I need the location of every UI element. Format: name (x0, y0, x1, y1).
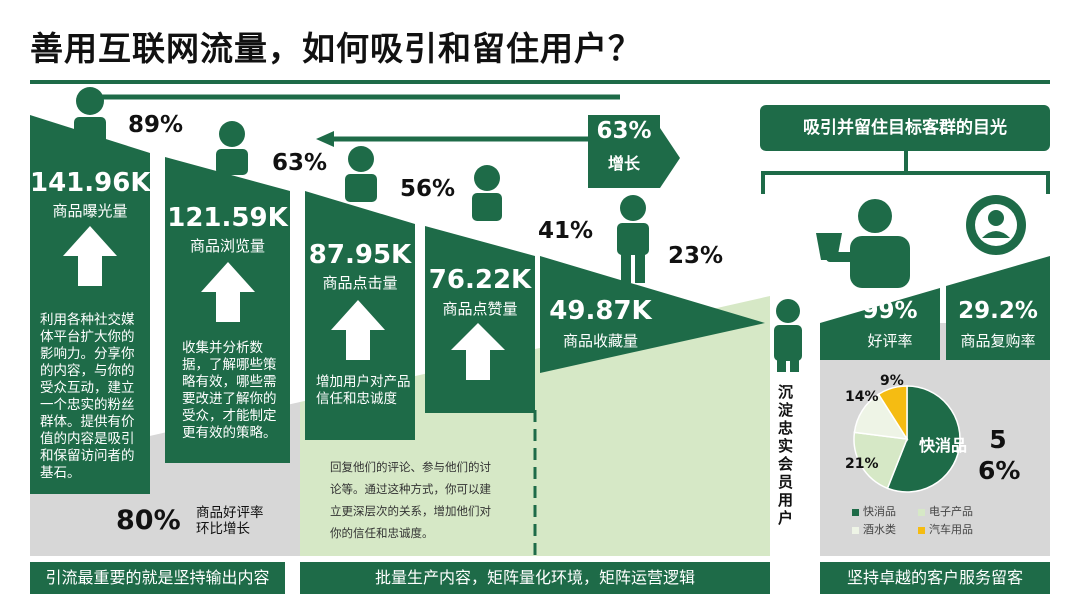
favorite-label: 商品收藏量 (562, 332, 638, 350)
exposure-value: 141.96K (30, 168, 151, 198)
banner-3 (820, 562, 1050, 594)
goal-title: 吸引并留住目标客群的目光 (803, 118, 1007, 138)
pie-highlight-value: 56% (978, 425, 1021, 485)
banner-3-text: 坚持卓越的客户服务留客 (846, 568, 1023, 587)
middle-desc: 回复他们的评论、参与他们的讨论等。通过这种方式，你可以建立更深层次的关系，增加他… (330, 460, 491, 540)
like-label: 商品点赞量 (442, 300, 518, 318)
funnel-column-5 (540, 256, 765, 373)
click-value: 87.95K (308, 240, 412, 270)
pie-label-1: 21% (845, 456, 879, 472)
loyal-user-label: 沉淀忠实会员用户 (778, 383, 794, 527)
rate-5: 23% (668, 243, 724, 269)
service-person-icon (816, 199, 910, 288)
review-growth-label: 商品好评率 环比增长 (196, 505, 264, 537)
growth-value: 63% (596, 118, 652, 144)
view-label: 商品浏览量 (189, 237, 265, 255)
repurchase-label: 商品复购率 (960, 332, 1036, 350)
pie-label-3: 9% (880, 373, 904, 389)
legend-item-0: 快消品 (852, 503, 896, 519)
growth-arrow-head (316, 131, 334, 147)
person-icon-3 (345, 146, 377, 202)
person-icon-5 (617, 195, 649, 283)
review-growth-value: 80% (116, 505, 181, 536)
growth-label: 增长 (607, 154, 640, 173)
up-arrow-2 (201, 262, 255, 322)
middle-area (300, 296, 770, 556)
banner-1-text: 引流最重要的就是坚持输出内容 (45, 568, 270, 587)
goal-bracket (761, 171, 1050, 194)
like-value: 76.22K (428, 265, 532, 295)
rate-2: 63% (272, 150, 328, 176)
repurchase-value: 29.2% (958, 298, 1038, 324)
view-desc: 收集并分析数据，了解哪些策略有效，哪些需要改进了解你的受众，才能制定更有效的策略… (182, 340, 277, 441)
person-icon-2 (216, 121, 248, 175)
banner-1 (30, 562, 285, 594)
page-title: 善用互联网流量，如何吸引和留住用户？ (30, 29, 642, 68)
title-divider (30, 80, 1050, 84)
up-arrow-1 (63, 226, 117, 286)
legend-item-3: 汽车用品 (918, 521, 973, 537)
goal-column-1 (820, 288, 940, 360)
rate-4: 41% (538, 218, 594, 244)
legend-item-1: 电子产品 (918, 503, 973, 519)
banner-2 (300, 562, 770, 594)
exposure-label: 商品曝光量 (52, 202, 128, 220)
pie-label-2: 14% (845, 389, 879, 405)
exposure-desc: 利用各种社交媒体平台扩大你的影响力。分享你的内容，与你的受众互动，建立一个忠实的… (40, 312, 135, 481)
rate-1: 89% (128, 112, 184, 138)
funnel-column-4 (425, 226, 535, 413)
banner-2-text: 批量生产内容，矩阵量化环境，矩阵运营逻辑 (374, 568, 695, 587)
goal-column-2 (946, 256, 1050, 360)
favorite-value: 49.87K (549, 296, 652, 326)
growth-badge (588, 115, 680, 188)
person-icon-4 (472, 165, 502, 221)
good-rate-value: 99% (862, 298, 918, 324)
rate-3: 56% (400, 176, 456, 202)
good-rate-label: 好评率 (867, 332, 913, 350)
click-label: 商品点击量 (322, 274, 398, 292)
pie-slice-3 (877, 385, 908, 442)
legend-item-2: 酒水类 (852, 521, 896, 537)
goal-title-box (760, 105, 1050, 151)
pie-slice-0 (886, 385, 961, 493)
category-pie-chart (853, 385, 961, 493)
person-icon-1 (74, 87, 106, 147)
view-value: 121.59K (167, 203, 288, 233)
user-profile-icon (966, 195, 1026, 255)
pie-label-0: 快消品 (919, 436, 968, 455)
click-desc: 增加用户对产品信任和忠诚度 (316, 374, 411, 407)
pie-slice-1 (853, 431, 909, 490)
up-arrow-3 (331, 300, 385, 360)
up-arrow-4 (451, 323, 505, 380)
loyal-user-icon (774, 299, 802, 372)
funnel-column-1 (30, 115, 150, 494)
growth-arrow-line (87, 94, 620, 107)
